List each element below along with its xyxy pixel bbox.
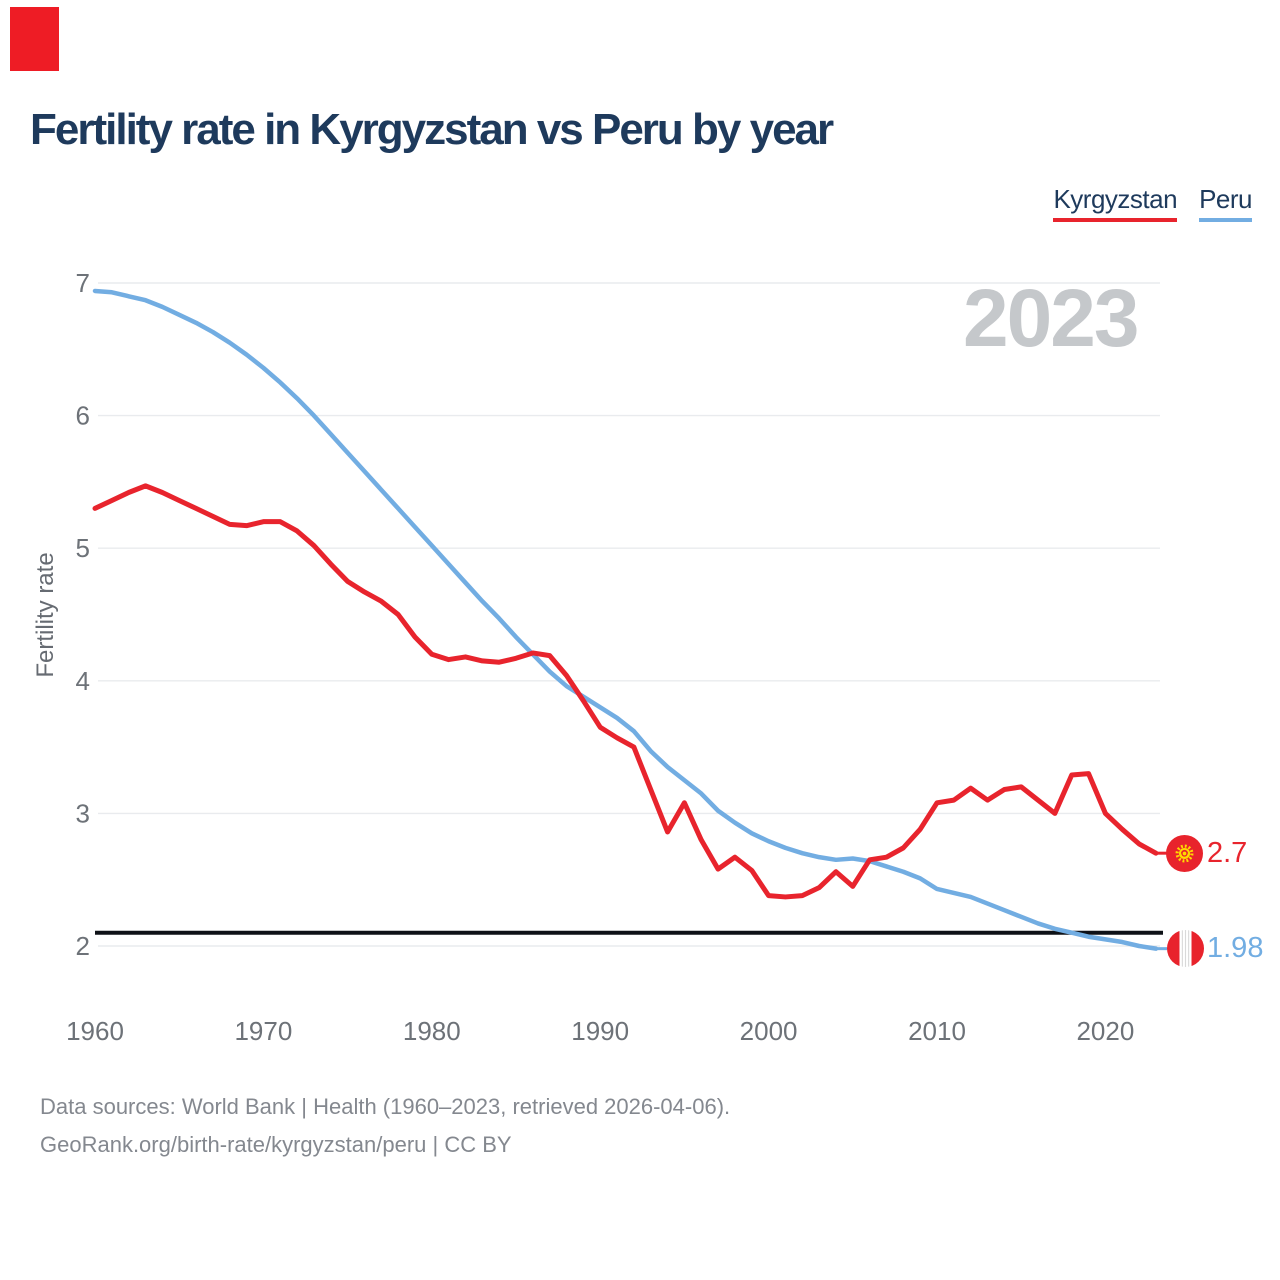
kyrgyzstan-end-value: 2.7 bbox=[1207, 837, 1248, 869]
svg-text:2010: 2010 bbox=[908, 1016, 966, 1046]
svg-text:2020: 2020 bbox=[1076, 1016, 1134, 1046]
peru-end-value: 1.98 bbox=[1207, 932, 1264, 964]
kyrgyzstan-flag-icon bbox=[1166, 835, 1203, 872]
footer-sources-line: Data sources: World Bank | Health (1960–… bbox=[40, 1094, 731, 1119]
page-title: Fertility rate in Kyrgyzstan vs Peru by … bbox=[30, 105, 834, 154]
svg-text:5: 5 bbox=[76, 533, 90, 563]
svg-text:1960: 1960 bbox=[66, 1016, 124, 1046]
peru-flag-icon bbox=[1167, 930, 1204, 967]
footer: Data sources: World Bank | Health (1960–… bbox=[40, 1088, 730, 1164]
red-corner-marker bbox=[10, 7, 59, 71]
legend-item-kyrgyzstan[interactable]: Kyrgyzstan bbox=[1053, 184, 1178, 222]
svg-text:6: 6 bbox=[76, 401, 90, 431]
legend: Kyrgyzstan Peru bbox=[1053, 184, 1252, 222]
legend-item-peru[interactable]: Peru bbox=[1199, 184, 1252, 222]
svg-text:2: 2 bbox=[76, 931, 90, 961]
svg-text:1980: 1980 bbox=[403, 1016, 461, 1046]
year-watermark: 2023 bbox=[963, 273, 1139, 364]
footer-attribution-line: GeoRank.org/birth-rate/kyrgyzstan/peru |… bbox=[40, 1132, 512, 1157]
svg-text:1990: 1990 bbox=[571, 1016, 629, 1046]
fertility-line-chart: 2 3 4 5 6 7 1960 1970 1980 1990 2000 2010 2020 bbox=[66, 268, 1170, 1046]
svg-text:2000: 2000 bbox=[740, 1016, 798, 1046]
svg-text:7: 7 bbox=[76, 268, 90, 298]
svg-text:1970: 1970 bbox=[234, 1016, 292, 1046]
svg-text:4: 4 bbox=[76, 666, 90, 696]
svg-text:3: 3 bbox=[76, 798, 90, 828]
